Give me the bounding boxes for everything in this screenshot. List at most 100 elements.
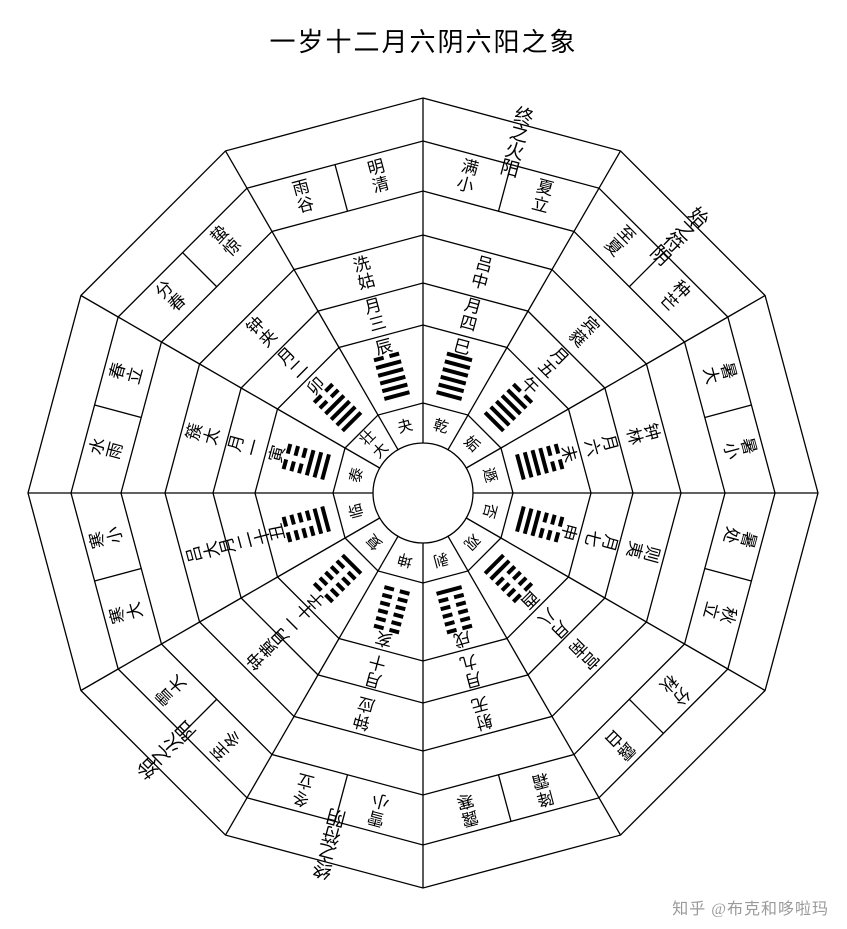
hexagram-line: [320, 401, 327, 408]
radial-spoke: [605, 364, 647, 388]
hexagram-line: [445, 361, 470, 368]
hexagram-line: [398, 599, 408, 602]
page-title: 一岁十二月六阴六阳之象: [269, 22, 577, 59]
radial-spoke: [507, 311, 528, 347]
hexagram-line: [307, 450, 314, 475]
radial-spoke: [247, 188, 272, 231]
hexagram-line: [532, 511, 539, 536]
radial-spoke: [552, 231, 574, 269]
hexagram-line: [540, 448, 547, 473]
hexagram-line: [384, 587, 394, 590]
hexagram-line: [517, 507, 524, 532]
hexagram-line: [443, 614, 453, 617]
radial-spoke: [646, 622, 684, 644]
gua-name: 泰: [347, 466, 367, 485]
hexagram-line: [552, 515, 555, 525]
hexagram-line: [376, 361, 401, 368]
hexagram-line: [307, 511, 310, 521]
solar-split: [629, 699, 663, 733]
hexagram-line: [295, 530, 298, 540]
radial-spoke: [81, 296, 118, 318]
radial-spoke: [568, 577, 604, 598]
hexagram-line: [437, 587, 462, 594]
radial-spoke: [685, 644, 728, 669]
hexagram-line: [454, 595, 464, 598]
radial-spoke: [272, 716, 294, 754]
gua-name: 临: [347, 501, 367, 520]
hexagram-line: [382, 385, 407, 392]
gua-name: 夬: [396, 417, 415, 437]
hexagram-line: [384, 392, 409, 399]
hexagram-line: [394, 614, 404, 617]
radial-spoke: [574, 755, 599, 798]
hexagram-line: [400, 591, 410, 594]
hexagram-line: [320, 578, 327, 585]
hexagram-line: [299, 513, 302, 523]
solar-split: [95, 405, 142, 418]
center-circle: [373, 443, 473, 543]
gua-name: 坤: [396, 549, 415, 569]
hexagram-line: [392, 622, 402, 625]
gua-name: 乾: [431, 417, 450, 437]
hexagram-line: [441, 607, 451, 610]
radial-spoke: [599, 798, 621, 835]
hexagram-line: [337, 561, 344, 568]
hexagram-line: [548, 446, 551, 456]
hexagram-line: [544, 513, 547, 523]
radial-spoke: [728, 296, 765, 318]
radial-spoke: [272, 231, 294, 269]
hexagram-line: [315, 452, 322, 477]
radial-spoke: [599, 151, 621, 188]
hexagram-line: [437, 392, 462, 399]
radial-spoke: [200, 364, 242, 388]
gua-name: 复: [362, 530, 385, 553]
radial-spoke: [568, 388, 604, 409]
gua-name: 否: [479, 501, 498, 520]
hexagram-line: [513, 572, 520, 579]
solar-split: [183, 253, 217, 287]
radial-spoke: [574, 188, 599, 231]
hexagram-line: [496, 578, 503, 585]
hexagram-line: [502, 583, 509, 590]
solar-split: [705, 569, 752, 582]
hexagram-line: [439, 385, 464, 392]
branch: 卯: [304, 374, 329, 399]
hexagram-line: [326, 572, 333, 579]
hexagram-line: [525, 509, 532, 534]
hexagram-line: [525, 452, 532, 477]
hexagram-line: [552, 462, 555, 472]
radial-spoke: [241, 388, 277, 409]
hexagram-line: [380, 377, 405, 384]
solar-split: [95, 569, 142, 582]
hexagram-line: [331, 589, 338, 596]
hexagram-line: [456, 602, 466, 605]
hexagram-line: [548, 530, 551, 540]
hexagram-line: [378, 369, 403, 376]
hexagram-line: [303, 448, 306, 458]
hexagram-line: [303, 528, 306, 538]
solar-split: [705, 405, 752, 418]
radial-spoke: [728, 669, 765, 691]
radial-spoke: [528, 675, 552, 717]
hexagram-line: [348, 572, 355, 579]
radial-spoke: [685, 317, 728, 342]
hexagram-line: [331, 566, 338, 573]
radial-spoke: [528, 270, 552, 312]
hexagram-line: [508, 566, 515, 573]
hexagram-line: [291, 462, 294, 472]
branch: 午: [517, 374, 542, 399]
branch: 酉: [517, 587, 542, 612]
hexagram-line: [295, 446, 298, 456]
radial-spoke: [605, 598, 647, 622]
radial-spoke: [200, 598, 242, 622]
radial-spoke: [226, 798, 248, 835]
hexagram-line: [299, 464, 302, 474]
hexagram-line: [439, 599, 449, 602]
gua-name: 观: [460, 530, 483, 553]
hexagram-line: [322, 507, 329, 532]
radial-spoke: [507, 638, 528, 674]
hexagram-line: [331, 390, 338, 397]
solar-split: [499, 775, 512, 822]
gua-name: 姤: [460, 433, 483, 456]
radial-spoke: [118, 317, 161, 342]
